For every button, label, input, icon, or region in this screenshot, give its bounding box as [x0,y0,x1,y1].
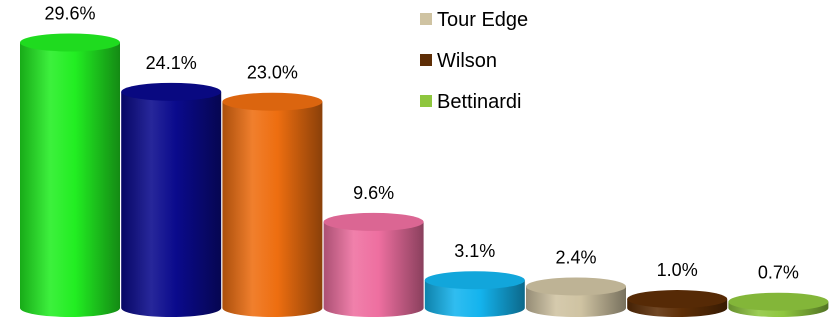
bar-top [627,290,728,309]
data-label: 29.6% [44,3,95,23]
bar-top [526,277,626,296]
bar-top [424,271,525,290]
legend-label: Tour Edge [437,9,528,31]
bar-3 [222,92,323,317]
bar-top [222,92,323,111]
legend-item: Tour Edge [420,9,528,31]
bar-5 [424,271,525,317]
bar-8 [728,292,829,317]
data-label: 23.0% [247,63,298,83]
legend-label: Bettinardi [437,91,522,113]
bar-body [424,280,525,317]
bar-top [121,82,222,101]
legend-item: Bettinardi [420,91,522,113]
bar-body [121,91,222,317]
data-labels-layer: 29.6% 24.1% 23.0% 9.6% 3.1% 2.4% 1.0% 0.7% [44,3,798,282]
legend-label: Wilson [437,50,497,72]
bar-top [323,212,424,231]
bar-body [323,221,424,317]
legend-swatch [420,54,432,66]
bar-top [728,292,829,311]
legend-item: Wilson [420,50,497,72]
bar-4 [323,212,424,317]
bar-1 [20,33,120,317]
data-label: 3.1% [454,241,495,261]
bar-body [222,101,323,317]
bar-2 [121,82,222,317]
bar-top [20,33,120,52]
legend-swatch [420,13,432,25]
bar-7 [627,290,728,317]
data-label: 24.1% [146,53,197,73]
data-label: 9.6% [353,183,394,203]
data-label: 0.7% [758,263,799,283]
legend: Tour Edge Wilson Bettinardi [420,9,528,113]
data-label: 1.0% [657,260,698,280]
bar-6 [526,277,626,317]
data-label: 2.4% [555,247,596,267]
legend-swatch [420,95,432,107]
bars-layer [20,33,829,317]
bar-body [20,42,120,317]
